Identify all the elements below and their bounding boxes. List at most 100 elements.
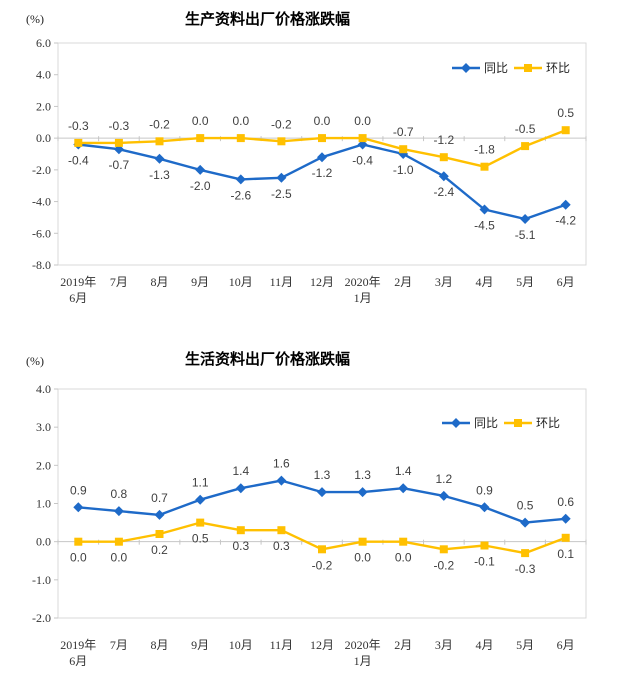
legend-item: 同比 (442, 416, 498, 430)
data-point-label: 0.6 (557, 495, 574, 509)
data-point-label: 0.3 (232, 539, 249, 553)
data-point-marker (561, 126, 570, 135)
y-axis-tick-label: 0.0 (36, 131, 51, 145)
data-point-label: -1.2 (433, 133, 454, 147)
legend-label: 环比 (546, 61, 570, 75)
data-point-marker (560, 199, 571, 210)
data-point-label: -0.2 (271, 117, 292, 131)
data-point-label: 0.1 (557, 547, 574, 561)
data-point-marker (113, 506, 124, 517)
data-point-label: 0.3 (273, 539, 290, 553)
x-axis-category-label: 9月 (191, 275, 209, 289)
producer-goods-line-chart: 6.0 4.0 2.0 0.0 -2.0 -4.0 -6.0 -8.0 2019年 6月 7月 8月 9… (32, 36, 587, 305)
data-point-marker (438, 171, 449, 182)
data-point-label: -5.1 (515, 228, 536, 242)
data-point-label: -1.8 (474, 143, 495, 157)
data-point-label: 1.1 (192, 476, 209, 490)
y-axis-tick-label: -6.0 (32, 226, 51, 240)
data-point-marker (480, 541, 489, 550)
data-point-marker (317, 152, 327, 163)
data-point-label: -0.3 (109, 119, 130, 133)
data-point-label: -0.4 (68, 154, 89, 168)
data-point-marker (514, 419, 522, 427)
data-point-label: -0.3 (515, 562, 536, 576)
x-axis-category-label: 6月 (69, 654, 87, 668)
y-axis-tick-label: 4.0 (36, 68, 51, 82)
data-point-marker (74, 537, 83, 546)
x-axis-category-label: 5月 (516, 638, 534, 652)
data-point-marker (235, 174, 246, 185)
data-point-label: 0.5 (192, 532, 209, 546)
data-point-marker (521, 549, 530, 558)
data-point-marker (277, 526, 286, 535)
y-axis-unit-label: (%) (26, 12, 44, 26)
x-axis-category-label: 6月 (557, 638, 575, 652)
data-point-label: 0.0 (354, 551, 371, 565)
data-point-label: 0.0 (111, 551, 128, 565)
data-point-marker (357, 487, 368, 498)
data-point-marker (399, 537, 408, 546)
x-axis-category-label: 4月 (475, 638, 493, 652)
x-axis-category-label: 3月 (435, 638, 453, 652)
y-axis-tick-label: 0.0 (36, 535, 51, 549)
data-point-label: 0.0 (395, 551, 412, 565)
data-point-marker (438, 490, 449, 501)
y-axis-tick-label: 3.0 (36, 420, 51, 434)
chart-title: 生产资料出厂价格涨跌幅 (184, 11, 350, 28)
data-point-label: -1.3 (149, 168, 170, 182)
data-point-marker (236, 134, 245, 143)
consumer-goods-price-chart-section: (%) 生活资料出厂价格涨跌幅 4.0 3.0 2.0 1.0 0.0 -1.0 -2.0 2… (0, 330, 620, 681)
x-axis-category-label: 11月 (270, 275, 294, 289)
x-axis-category-label: 9月 (191, 638, 209, 652)
data-point-marker (358, 134, 367, 143)
y-axis-tick-label: -8.0 (32, 258, 51, 272)
data-point-label: -0.7 (109, 158, 130, 172)
data-point-label: -2.6 (230, 188, 251, 202)
data-point-label: -0.4 (352, 154, 373, 168)
data-point-marker (439, 545, 448, 554)
x-axis-category-label: 7月 (110, 275, 128, 289)
legend-label: 环比 (536, 416, 560, 430)
data-point-marker (196, 134, 205, 143)
data-point-label: 1.6 (273, 457, 290, 471)
data-point-marker (154, 153, 165, 164)
consumer-goods-line-chart: 4.0 3.0 2.0 1.0 0.0 -1.0 -2.0 2019年 6月 7月 8月 9月 10月 1… (32, 382, 587, 668)
data-point-marker (480, 162, 489, 171)
data-point-marker (276, 475, 287, 486)
y-axis-unit-label: (%) (26, 354, 44, 368)
data-point-label: -4.2 (555, 214, 576, 228)
data-point-marker (479, 204, 490, 215)
data-point-label: -0.2 (149, 117, 170, 131)
x-axis-category-label: 8月 (151, 638, 169, 652)
y-axis-tick-label: -2.0 (32, 611, 51, 625)
x-axis-category-label: 3月 (435, 275, 453, 289)
data-point-label: -2.5 (271, 187, 292, 201)
x-axis-category-label: 2019年 (60, 275, 96, 289)
data-point-label: -4.5 (474, 219, 495, 233)
x-axis-category-label: 2020年 (345, 275, 381, 289)
data-point-marker (155, 530, 164, 538)
data-point-marker (318, 545, 326, 554)
legend-label: 同比 (474, 416, 498, 430)
data-point-label: 0.8 (111, 487, 128, 501)
data-point-label: 0.0 (354, 114, 371, 128)
data-point-marker (317, 487, 327, 498)
x-axis-category-label: 12月 (310, 275, 334, 289)
x-axis-category-label: 2月 (394, 275, 412, 289)
data-point-marker (561, 533, 570, 542)
x-axis-category-label: 2020年 (345, 638, 381, 652)
y-axis-tick-label: 4.0 (36, 382, 51, 396)
data-point-label: -1.0 (393, 163, 414, 177)
y-axis-tick-label: -1.0 (32, 573, 51, 587)
data-point-label: 1.3 (354, 468, 371, 482)
data-point-label: 1.3 (314, 468, 331, 482)
data-point-label: -2.0 (190, 179, 211, 193)
legend-item: 环比 (504, 416, 560, 430)
data-point-marker (74, 138, 83, 147)
x-axis-category-label: 7月 (110, 638, 128, 652)
data-point-marker (318, 134, 326, 143)
y-axis-tick-label: 2.0 (36, 458, 51, 472)
x-axis-category-label: 6月 (69, 291, 87, 305)
data-point-marker (399, 145, 408, 154)
data-point-marker (195, 494, 206, 505)
